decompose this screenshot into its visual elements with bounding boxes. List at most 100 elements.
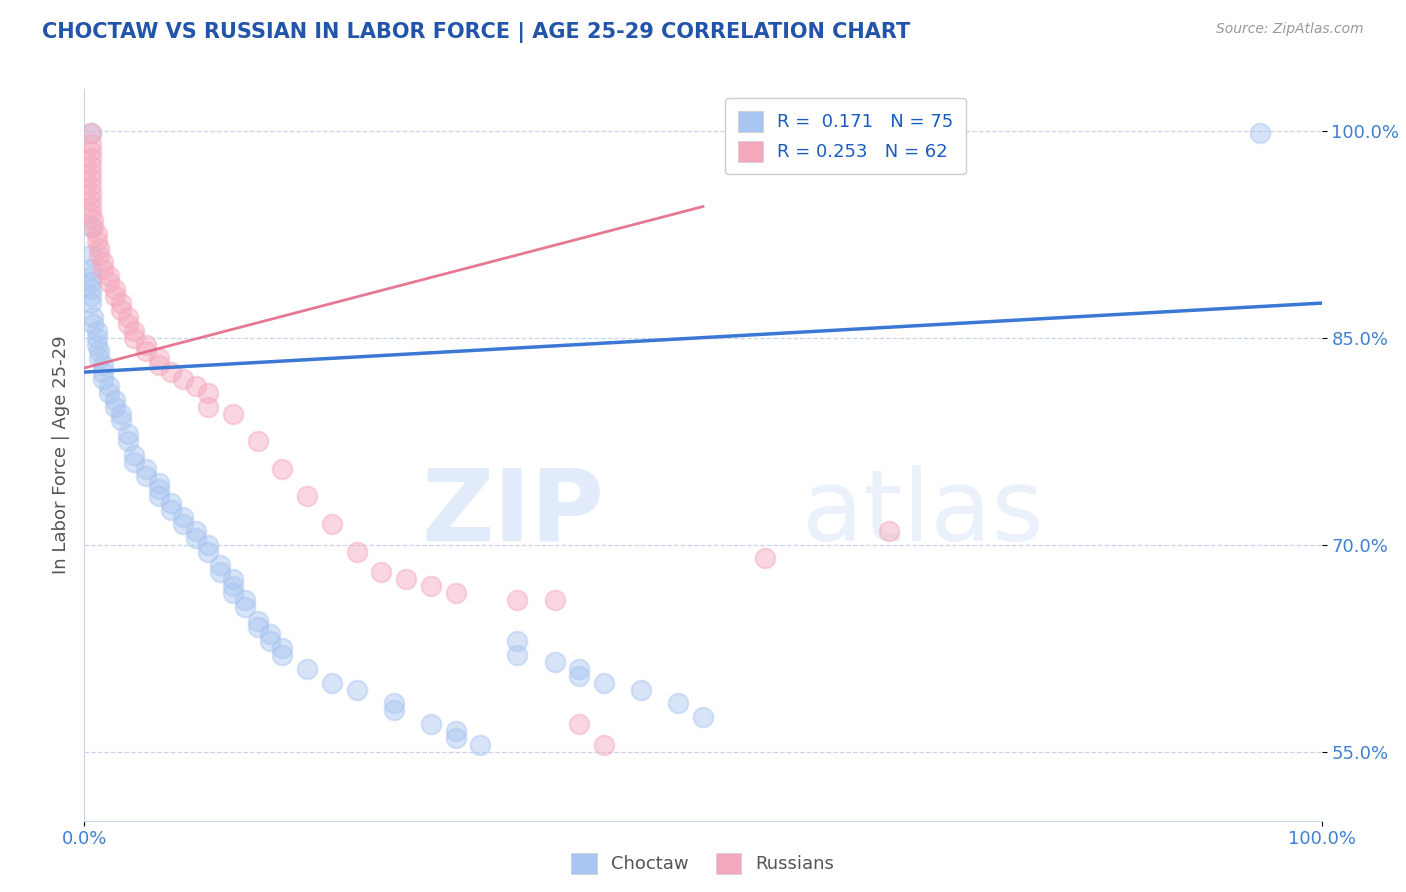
Point — [98, 379, 121, 393]
Point — [110, 303, 132, 318]
Point — [197, 538, 219, 552]
Point — [568, 662, 591, 676]
Point — [246, 620, 269, 634]
Point — [222, 586, 245, 600]
Point — [184, 531, 207, 545]
Point — [506, 634, 529, 648]
Point — [79, 193, 101, 207]
Point — [568, 669, 591, 683]
Point — [692, 710, 714, 724]
Point — [79, 137, 101, 152]
Point — [82, 317, 104, 331]
Point — [568, 717, 591, 731]
Point — [172, 516, 194, 531]
Point — [98, 385, 121, 400]
Text: Source: ZipAtlas.com: Source: ZipAtlas.com — [1216, 22, 1364, 37]
Point — [321, 516, 343, 531]
Point — [321, 675, 343, 690]
Point — [148, 483, 170, 497]
Point — [91, 254, 114, 268]
Point — [89, 241, 111, 255]
Point — [135, 461, 157, 475]
Point — [86, 330, 108, 344]
Point — [117, 434, 139, 449]
Y-axis label: In Labor Force | Age 25-29: In Labor Force | Age 25-29 — [52, 335, 70, 574]
Point — [148, 475, 170, 490]
Point — [104, 392, 127, 407]
Point — [184, 524, 207, 538]
Point — [593, 738, 616, 752]
Text: atlas: atlas — [801, 465, 1043, 562]
Point — [172, 510, 194, 524]
Point — [82, 220, 104, 235]
Point — [135, 344, 157, 359]
Point — [419, 579, 441, 593]
Point — [79, 220, 101, 235]
Point — [419, 717, 441, 731]
Point — [79, 186, 101, 200]
Point — [160, 503, 183, 517]
Point — [444, 586, 467, 600]
Point — [122, 330, 145, 344]
Point — [543, 592, 565, 607]
Point — [148, 351, 170, 366]
Point — [110, 296, 132, 310]
Point — [543, 655, 565, 669]
Point — [197, 385, 219, 400]
Point — [148, 489, 170, 503]
Point — [666, 696, 689, 710]
Point — [346, 544, 368, 558]
Point — [79, 172, 101, 186]
Point — [91, 372, 114, 386]
Point — [82, 213, 104, 227]
Point — [117, 310, 139, 324]
Point — [233, 592, 256, 607]
Point — [79, 289, 101, 303]
Point — [395, 572, 418, 586]
Point — [295, 662, 318, 676]
Point — [110, 407, 132, 421]
Point — [222, 579, 245, 593]
Point — [135, 468, 157, 483]
Point — [79, 268, 101, 283]
Point — [79, 206, 101, 220]
Point — [122, 324, 145, 338]
Point — [98, 268, 121, 283]
Point — [197, 544, 219, 558]
Point — [246, 434, 269, 449]
Point — [122, 448, 145, 462]
Point — [470, 738, 492, 752]
Point — [1249, 127, 1271, 141]
Point — [79, 282, 101, 296]
Point — [86, 234, 108, 248]
Point — [104, 289, 127, 303]
Point — [135, 337, 157, 351]
Point — [79, 248, 101, 262]
Point — [259, 634, 281, 648]
Point — [79, 165, 101, 179]
Point — [259, 627, 281, 641]
Point — [382, 696, 405, 710]
Point — [222, 572, 245, 586]
Point — [89, 248, 111, 262]
Point — [160, 496, 183, 510]
Point — [271, 461, 294, 475]
Point — [110, 413, 132, 427]
Point — [444, 731, 467, 745]
Point — [79, 261, 101, 276]
Point — [271, 641, 294, 656]
Point — [86, 227, 108, 241]
Point — [233, 599, 256, 614]
Point — [172, 372, 194, 386]
Point — [122, 455, 145, 469]
Point — [79, 178, 101, 193]
Point — [79, 151, 101, 165]
Point — [754, 551, 776, 566]
Point — [382, 703, 405, 717]
Point — [209, 558, 232, 573]
Point — [82, 310, 104, 324]
Point — [630, 682, 652, 697]
Point — [148, 358, 170, 372]
Point — [197, 400, 219, 414]
Legend: Choctaw, Russians: Choctaw, Russians — [561, 842, 845, 885]
